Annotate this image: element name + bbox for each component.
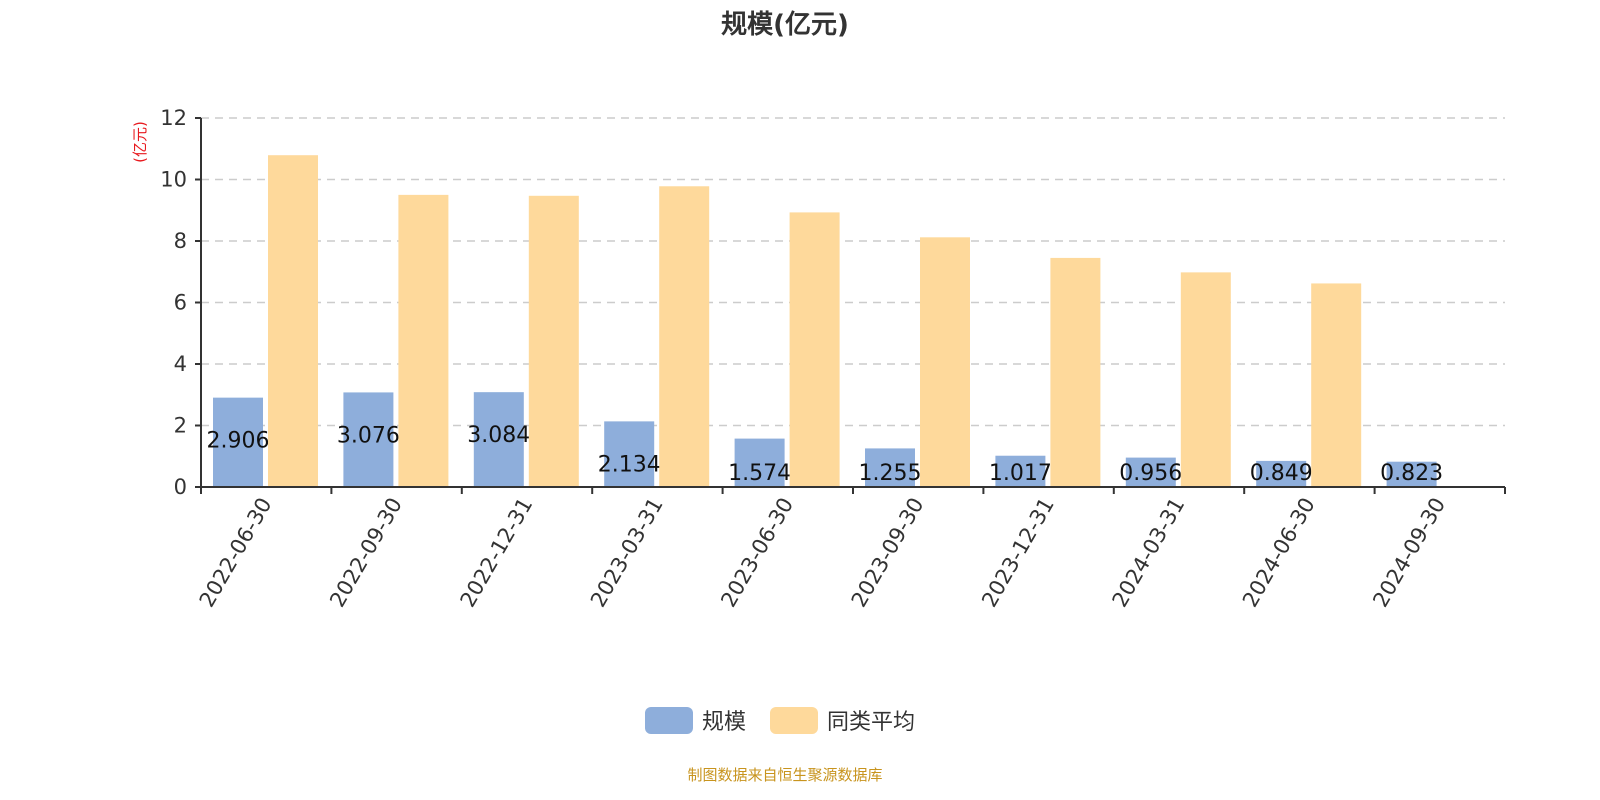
avg-bar: [920, 237, 970, 487]
x-tick-label: 2022-12-31: [456, 494, 538, 612]
avg-bar: [1311, 283, 1362, 487]
x-tick-label: 2024-03-31: [1108, 494, 1190, 612]
source-note: 制图数据来自恒生聚源数据库: [687, 766, 882, 784]
y-tick-label: 6: [174, 291, 187, 315]
y-tick-label: 12: [160, 106, 187, 130]
legend-swatch: [645, 707, 693, 734]
data-label: 1.017: [989, 461, 1052, 486]
y-tick-label: 2: [174, 414, 187, 438]
data-label: 0.956: [1119, 461, 1182, 486]
x-tick-label: 2024-09-30: [1368, 494, 1450, 612]
chart-title: 规模(亿元): [721, 10, 849, 40]
scale-bar: [1125, 457, 1176, 487]
scale-bar: [995, 455, 1046, 487]
avg-bar: [659, 186, 710, 487]
legend-label: 规模: [702, 710, 746, 735]
avg-bar: [398, 194, 449, 487]
avg-bar: [268, 155, 318, 487]
avg-bar: [1050, 257, 1101, 487]
data-label: 3.076: [337, 423, 400, 448]
y-tick-label: 10: [160, 168, 187, 192]
y-tick-label: 4: [174, 352, 187, 376]
data-label: 3.084: [467, 423, 530, 448]
x-tick-label: 2022-06-30: [195, 494, 277, 612]
scale-bar: [343, 392, 394, 487]
data-label: 0.823: [1380, 461, 1443, 486]
x-tick-label: 2023-09-30: [847, 494, 929, 612]
data-label: 1.574: [728, 461, 791, 486]
scale-bar: [1256, 460, 1307, 487]
scale-bar: [1386, 461, 1437, 487]
avg-bar: [1180, 272, 1231, 487]
x-tick-label: 2023-03-31: [586, 494, 668, 612]
x-tick-label: 2023-06-30: [716, 494, 798, 612]
scale-bar: [604, 421, 655, 487]
y-tick-label: 0: [174, 475, 187, 499]
x-tick-label: 2023-12-31: [977, 494, 1059, 612]
scale-bar: [734, 438, 785, 487]
scale-bar: [865, 448, 915, 487]
y-tick-label: 8: [174, 229, 187, 253]
avg-bar: [528, 195, 579, 488]
data-label: 1.255: [859, 461, 922, 486]
x-tick-label: 2024-06-30: [1238, 494, 1320, 612]
legend-label: 同类平均: [827, 710, 915, 735]
avg-bar: [789, 212, 840, 487]
y-axis-label: (亿元): [131, 121, 149, 163]
data-label: 2.134: [598, 452, 661, 477]
legend-swatch: [770, 707, 818, 734]
scale-bar: [473, 392, 524, 487]
data-label: 0.849: [1250, 461, 1313, 486]
scale-bar: [213, 397, 263, 487]
x-tick-label: 2022-09-30: [325, 494, 407, 612]
data-label: 2.906: [207, 429, 270, 454]
